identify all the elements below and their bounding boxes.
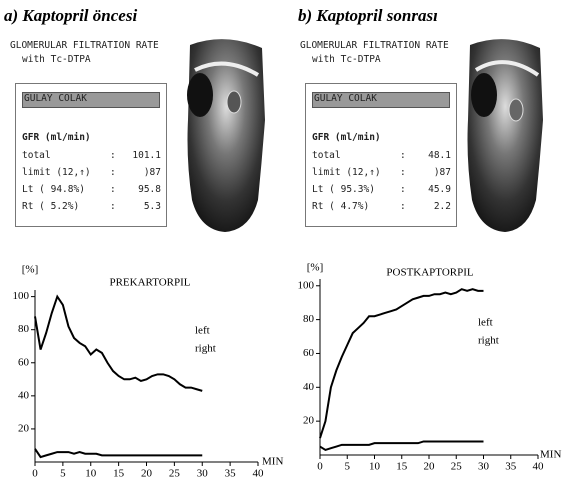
data-line — [35, 297, 202, 391]
x-tick-label: 0 — [32, 468, 38, 480]
y-label: [%] — [22, 264, 39, 276]
y-tick-label: 20 — [303, 415, 315, 427]
x-tick-label: 0 — [317, 461, 323, 473]
data-line — [320, 441, 484, 449]
legend-label: right — [478, 335, 499, 347]
x-tick-label: 5 — [60, 468, 66, 480]
x-tick-label: 25 — [451, 461, 463, 473]
x-tick-label: 10 — [85, 468, 97, 480]
y-tick-label: 40 — [303, 381, 315, 393]
x-tick-label: 5 — [345, 461, 351, 473]
legend-label: right — [195, 343, 216, 355]
data-line — [35, 449, 202, 457]
y-label: [%] — [307, 262, 324, 274]
y-tick-label: 80 — [18, 323, 30, 335]
legend-label: left — [195, 325, 210, 337]
x-tick-label: 15 — [113, 468, 125, 480]
y-tick-label: 40 — [18, 389, 30, 401]
x-tick-label: 35 — [225, 468, 237, 480]
y-tick-label: 20 — [18, 422, 30, 434]
chart-title: POSTKAPTORPIL — [386, 267, 473, 279]
y-tick-label: 100 — [13, 290, 30, 302]
x-label: MIN — [262, 456, 283, 468]
x-tick-label: 20 — [141, 468, 153, 480]
y-tick-label: 100 — [298, 279, 315, 291]
x-tick-label: 30 — [197, 468, 209, 480]
charts: 204060801000510152025303540PREKARTORPIL[… — [0, 0, 567, 484]
x-tick-label: 35 — [505, 461, 517, 473]
x-label: MIN — [540, 449, 561, 461]
x-tick-label: 10 — [369, 461, 381, 473]
figure: a) Kaptopril öncesi b) Kaptopril sonrası… — [0, 0, 567, 484]
data-line — [320, 289, 484, 438]
chart-title: PREKARTORPIL — [109, 277, 190, 289]
x-tick-label: 20 — [424, 461, 436, 473]
y-tick-label: 60 — [303, 347, 315, 359]
x-tick-label: 40 — [533, 461, 545, 473]
x-tick-label: 40 — [253, 468, 265, 480]
legend-label: left — [478, 317, 493, 329]
x-tick-label: 25 — [169, 468, 181, 480]
y-tick-label: 60 — [18, 356, 30, 368]
x-tick-label: 30 — [478, 461, 490, 473]
y-tick-label: 80 — [303, 313, 315, 325]
x-tick-label: 15 — [396, 461, 408, 473]
